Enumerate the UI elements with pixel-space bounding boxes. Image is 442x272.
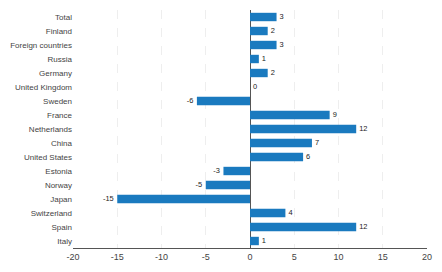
svg-text:Russia: Russia (48, 55, 73, 64)
svg-text:15: 15 (378, 252, 388, 262)
svg-text:-15: -15 (111, 252, 124, 262)
svg-text:China: China (51, 139, 72, 148)
svg-text:United States: United States (24, 153, 72, 162)
svg-text:Germany: Germany (39, 69, 72, 78)
svg-text:Foreign countries: Foreign countries (10, 41, 72, 50)
svg-text:Italy: Italy (57, 237, 72, 246)
svg-text:Sweden: Sweden (43, 97, 72, 106)
svg-text:12: 12 (359, 124, 367, 133)
svg-text:-5: -5 (196, 180, 203, 189)
svg-text:1: 1 (262, 54, 266, 63)
svg-text:-20: -20 (66, 252, 79, 262)
svg-text:3: 3 (280, 12, 284, 21)
svg-text:-10: -10 (155, 252, 168, 262)
svg-text:7: 7 (315, 138, 319, 147)
svg-text:4: 4 (288, 208, 292, 217)
svg-text:2: 2 (271, 68, 275, 77)
svg-text:France: France (47, 111, 72, 120)
svg-text:-3: -3 (213, 166, 220, 175)
svg-text:1: 1 (262, 236, 266, 245)
svg-text:Finland: Finland (46, 27, 72, 36)
svg-text:20: 20 (422, 252, 432, 262)
svg-text:5: 5 (292, 252, 297, 262)
svg-text:12: 12 (359, 222, 367, 231)
svg-text:-5: -5 (202, 252, 210, 262)
svg-text:0: 0 (247, 252, 252, 262)
svg-text:Netherlands: Netherlands (29, 125, 72, 134)
svg-text:Estonia: Estonia (45, 167, 72, 176)
svg-text:9: 9 (333, 110, 337, 119)
svg-text:-15: -15 (103, 194, 114, 203)
svg-text:2: 2 (271, 26, 275, 35)
svg-text:0: 0 (253, 82, 257, 91)
svg-text:Japan: Japan (50, 195, 72, 204)
svg-text:6: 6 (306, 152, 310, 161)
svg-text:Norway: Norway (45, 181, 72, 190)
svg-text:Switzerland: Switzerland (31, 209, 72, 218)
svg-text:Total: Total (55, 13, 72, 22)
svg-text:-6: -6 (187, 96, 194, 105)
svg-text:3: 3 (280, 40, 284, 49)
svg-text:Spain: Spain (52, 223, 72, 232)
svg-text:United Kingdom: United Kingdom (15, 83, 72, 92)
svg-text:10: 10 (333, 252, 343, 262)
